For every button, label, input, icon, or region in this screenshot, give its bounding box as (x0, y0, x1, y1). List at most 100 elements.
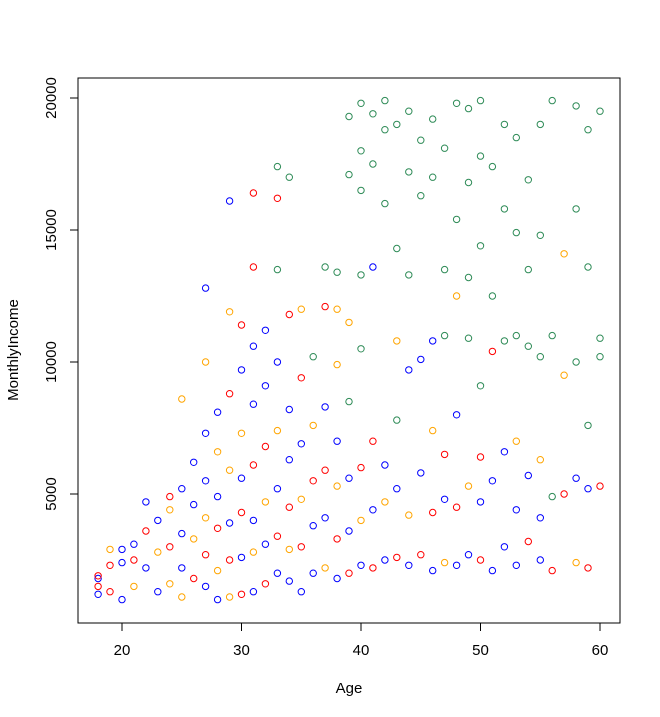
data-point (166, 580, 174, 588)
data-point (130, 582, 138, 591)
data-point (261, 580, 270, 588)
data-point (213, 595, 222, 604)
data-point (429, 566, 437, 575)
data-point (178, 485, 186, 493)
data-point (273, 265, 282, 274)
data-point (369, 160, 377, 168)
data-point (381, 199, 389, 208)
data-point (201, 477, 210, 485)
data-point (190, 500, 198, 509)
data-point (464, 551, 473, 559)
data-point (417, 355, 425, 364)
data-point (512, 331, 520, 340)
data-point (154, 588, 162, 596)
data-point (309, 421, 317, 430)
data-point (405, 511, 413, 519)
y-axis-label: MonthlyIncome (5, 299, 22, 401)
data-point (548, 331, 556, 340)
data-point (297, 495, 305, 503)
data-point (429, 508, 437, 517)
data-point (166, 543, 174, 551)
data-point (345, 569, 353, 577)
data-point (488, 292, 497, 300)
data-point (201, 429, 210, 437)
data-point (596, 353, 604, 361)
data-point (321, 263, 329, 271)
data-point (440, 450, 449, 459)
data-point (381, 556, 389, 564)
data-point (572, 474, 580, 482)
data-point (560, 371, 568, 379)
data-point (118, 545, 126, 554)
data-point (273, 569, 282, 577)
data-point (357, 99, 365, 108)
data-point (584, 126, 592, 134)
data-point (464, 334, 473, 342)
y-tick-label: 20000 (43, 77, 60, 119)
data-point (261, 540, 270, 548)
data-point (417, 136, 425, 144)
data-point (249, 588, 258, 596)
data-point (297, 440, 305, 448)
data-point (596, 482, 604, 490)
data-point (357, 561, 365, 569)
data-point (94, 590, 102, 598)
x-tick-label: 40 (353, 642, 370, 659)
data-point (273, 162, 282, 171)
data-point (512, 437, 520, 445)
data-point (297, 543, 305, 551)
data-point (106, 588, 114, 596)
data-point (237, 321, 246, 329)
data-point (393, 485, 401, 493)
data-point (488, 347, 497, 356)
data-point (285, 173, 293, 181)
data-point (321, 302, 329, 311)
data-point (309, 477, 317, 485)
data-point (596, 334, 604, 342)
data-point (261, 498, 270, 506)
data-point (166, 492, 174, 501)
data-point (261, 326, 270, 334)
data-point (225, 308, 234, 316)
data-point (225, 466, 234, 474)
data-point (464, 273, 473, 282)
data-point (476, 96, 485, 105)
data-point (345, 112, 353, 121)
data-point (548, 96, 556, 105)
data-point (381, 461, 389, 469)
data-point (333, 305, 341, 313)
data-point (452, 292, 461, 300)
data-point (333, 535, 341, 543)
data-point (201, 358, 210, 366)
data-point (393, 337, 401, 345)
data-point (237, 553, 246, 562)
data-point (357, 186, 365, 195)
y-tick-label: 5000 (43, 477, 60, 510)
data-point (309, 522, 317, 530)
y-tick-label: 15000 (43, 209, 60, 251)
data-point (452, 503, 461, 511)
data-point (321, 466, 329, 474)
data-point (572, 102, 580, 110)
data-point (464, 178, 473, 187)
data-point (381, 96, 389, 105)
data-point (369, 437, 377, 445)
data-point (190, 458, 198, 466)
data-point (488, 477, 497, 485)
data-point (333, 574, 341, 583)
data-point (452, 99, 461, 108)
data-point (369, 564, 377, 572)
data-point (476, 453, 485, 461)
data-point (273, 532, 282, 540)
data-point (213, 492, 222, 501)
data-point (225, 197, 234, 205)
data-point (118, 558, 126, 567)
data-point (440, 331, 449, 340)
data-point (249, 400, 258, 408)
data-point (237, 429, 246, 437)
data-point (429, 173, 437, 181)
data-point (584, 421, 592, 430)
data-point (393, 120, 401, 129)
data-point (429, 426, 437, 435)
